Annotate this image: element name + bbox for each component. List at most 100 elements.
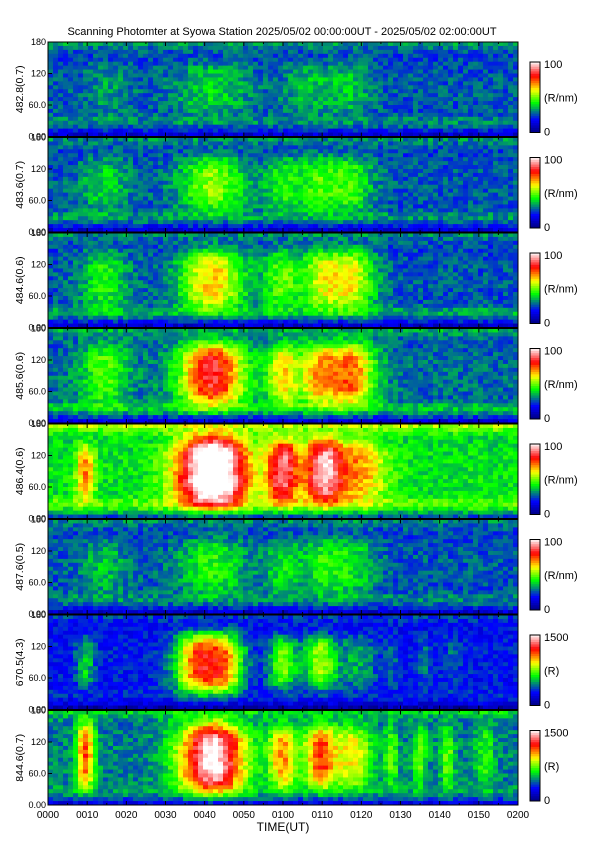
heat-cell <box>238 49 244 55</box>
heat-cell <box>263 236 269 242</box>
heat-cell <box>298 57 304 63</box>
heat-cell <box>158 184 164 190</box>
heat-cell <box>188 200 194 205</box>
heat-cell <box>423 132 429 137</box>
heat-cell <box>73 61 79 67</box>
heat-cell <box>63 169 69 174</box>
heat-cell <box>468 157 474 162</box>
heat-cell <box>258 153 264 158</box>
heat-cell <box>353 101 359 106</box>
heat-cell <box>293 65 299 70</box>
heat-cell <box>373 141 379 146</box>
heat-cell <box>203 77 209 82</box>
heat-cell <box>358 105 364 110</box>
heat-cell <box>198 101 204 106</box>
heat-cell <box>258 105 264 110</box>
heat-cell <box>243 108 249 114</box>
heat-cell <box>393 200 399 205</box>
heat-cell <box>78 61 84 67</box>
heat-cell <box>103 244 109 250</box>
heat-cell <box>358 216 364 221</box>
heat-cell <box>303 73 309 78</box>
heat-cell <box>163 53 169 59</box>
heat-cell <box>408 204 414 209</box>
heat-cell <box>193 153 199 158</box>
heat-cell <box>443 132 449 137</box>
heat-cell <box>228 112 234 118</box>
heat-cell <box>58 192 64 197</box>
colorbar-segment <box>530 64 540 68</box>
heat-cell <box>268 81 274 86</box>
heat-cell <box>198 89 204 94</box>
heat-cell <box>58 180 64 186</box>
heat-cell <box>123 45 129 51</box>
heat-cell <box>458 101 464 106</box>
heat-cell <box>383 161 389 166</box>
heat-cell <box>268 128 274 133</box>
heat-cell <box>168 120 174 126</box>
heat-cell <box>83 157 89 162</box>
heat-cell <box>53 188 59 194</box>
heat-cell <box>408 69 414 74</box>
heat-cell <box>503 180 509 186</box>
heat-cell <box>98 224 104 229</box>
heat-cell <box>233 45 239 51</box>
heat-cell <box>363 172 369 178</box>
heat-cell <box>263 233 269 238</box>
heat-cell <box>323 153 329 158</box>
heat-cell <box>73 244 79 250</box>
heat-cell <box>373 73 379 78</box>
heat-cell <box>148 69 154 74</box>
heat-cell <box>128 120 134 126</box>
heat-cell <box>378 61 384 67</box>
heat-cell <box>378 161 384 166</box>
heat-cell <box>388 188 394 194</box>
heat-cell <box>258 192 264 197</box>
heat-cell <box>358 208 364 213</box>
heat-cell <box>408 116 414 122</box>
heat-cell <box>158 236 164 242</box>
heat-cell <box>498 149 504 154</box>
heat-cell <box>198 240 204 246</box>
heat-cell <box>463 42 469 47</box>
heat-cell <box>118 132 124 137</box>
heat-cell <box>483 93 489 98</box>
heat-cell <box>68 204 74 209</box>
heat-cell <box>493 69 499 74</box>
heat-cell <box>473 169 479 174</box>
heat-cell <box>93 157 99 162</box>
heat-cell <box>388 73 394 78</box>
heat-cell <box>118 204 124 209</box>
heat-cell <box>493 97 499 102</box>
heat-cell <box>48 224 54 229</box>
heat-cell <box>243 137 249 142</box>
heat-cell <box>503 165 509 170</box>
colorbar-segment <box>530 157 540 161</box>
heat-cell <box>128 141 134 146</box>
heat-cell <box>173 61 179 67</box>
heat-cell <box>118 208 124 213</box>
heat-cell <box>128 132 134 137</box>
heat-cell <box>413 216 419 221</box>
heat-cell <box>478 128 484 133</box>
heat-cell <box>463 120 469 126</box>
heat-cell <box>188 57 194 63</box>
heat-cell <box>418 77 424 82</box>
heat-cell <box>478 65 484 70</box>
heat-cell <box>58 244 64 250</box>
heat-cell <box>228 233 234 238</box>
heat-cell <box>213 57 219 63</box>
heat-cell <box>73 145 79 150</box>
heat-cell <box>83 169 89 174</box>
heat-cell <box>198 145 204 150</box>
heat-cell <box>373 228 379 233</box>
heat-cell <box>363 204 369 209</box>
heat-cell <box>128 65 134 70</box>
heat-cell <box>53 116 59 122</box>
heat-cell <box>288 228 294 233</box>
heat-cell <box>238 57 244 63</box>
heat-cell <box>408 65 414 70</box>
heat-cell <box>483 172 489 178</box>
heat-cell <box>483 73 489 78</box>
